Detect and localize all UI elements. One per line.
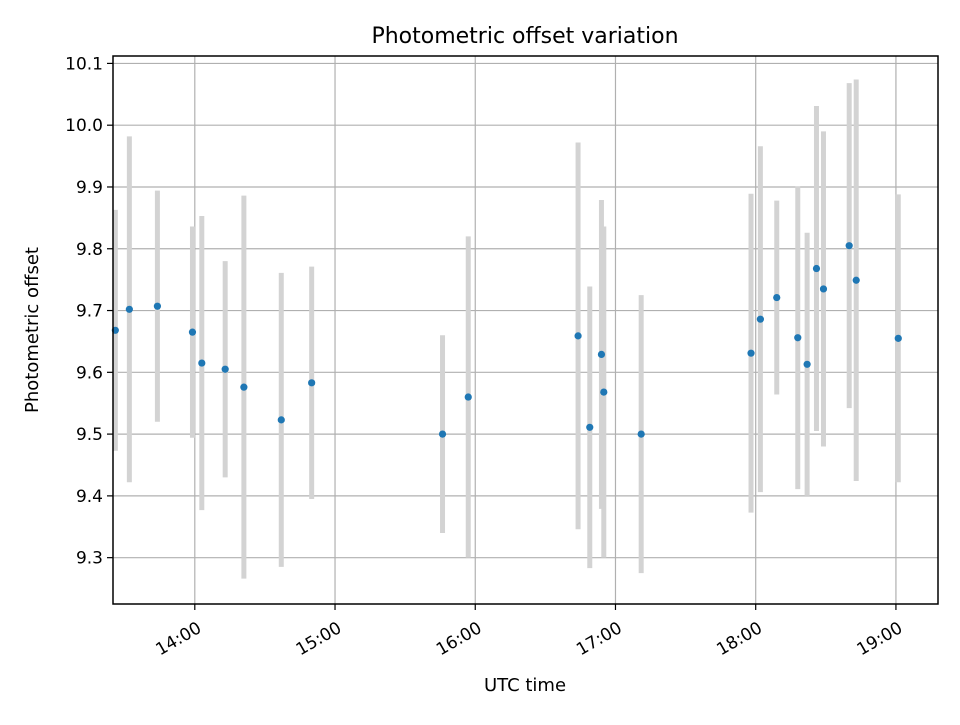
- data-point: [637, 430, 645, 438]
- data-point: [812, 264, 821, 273]
- y-tick-label: 9.6: [76, 363, 103, 383]
- data-point: [125, 305, 133, 313]
- data-point: [153, 302, 162, 310]
- data-point: [438, 430, 447, 438]
- plot-frame: [112, 55, 939, 605]
- data-point: [794, 334, 802, 342]
- data-point: [756, 315, 764, 323]
- data-point: [747, 349, 755, 357]
- y-tick-label: 9.4: [76, 487, 103, 507]
- data-point: [597, 350, 606, 359]
- grid-layer: [113, 56, 938, 604]
- data-point: [240, 383, 248, 391]
- data-point: [852, 276, 860, 284]
- data-point: [221, 365, 229, 373]
- data-point: [198, 359, 206, 367]
- x-axis-label: UTC time: [484, 675, 566, 696]
- chart-title: Photometric offset variation: [371, 24, 678, 49]
- y-tick-label: 9.7: [76, 302, 103, 322]
- y-tick-label: 10.1: [65, 54, 103, 74]
- data-point: [308, 379, 316, 387]
- y-tick-label: 9.5: [76, 425, 103, 445]
- point-layer: [111, 242, 902, 438]
- data-point: [188, 328, 197, 336]
- data-point: [586, 423, 594, 431]
- data-point: [773, 293, 781, 302]
- data-point: [803, 360, 811, 368]
- y-tick-label: 9.9: [76, 178, 103, 198]
- y-axis: 9.3 9.4 9.5 9.6 9.7 9.8 9.9 10.0 10.1: [65, 54, 113, 569]
- data-point: [819, 285, 828, 293]
- y-tick-label: 9.8: [76, 240, 103, 260]
- y-tick-label: 10.0: [65, 116, 103, 136]
- data-point: [464, 393, 472, 401]
- data-point: [600, 388, 608, 396]
- data-point: [574, 332, 582, 340]
- y-axis-label: Photometric offset: [22, 247, 43, 413]
- data-point: [277, 416, 285, 424]
- data-point: [894, 334, 902, 342]
- y-tick-label: 9.3: [76, 549, 103, 569]
- data-point: [845, 242, 853, 250]
